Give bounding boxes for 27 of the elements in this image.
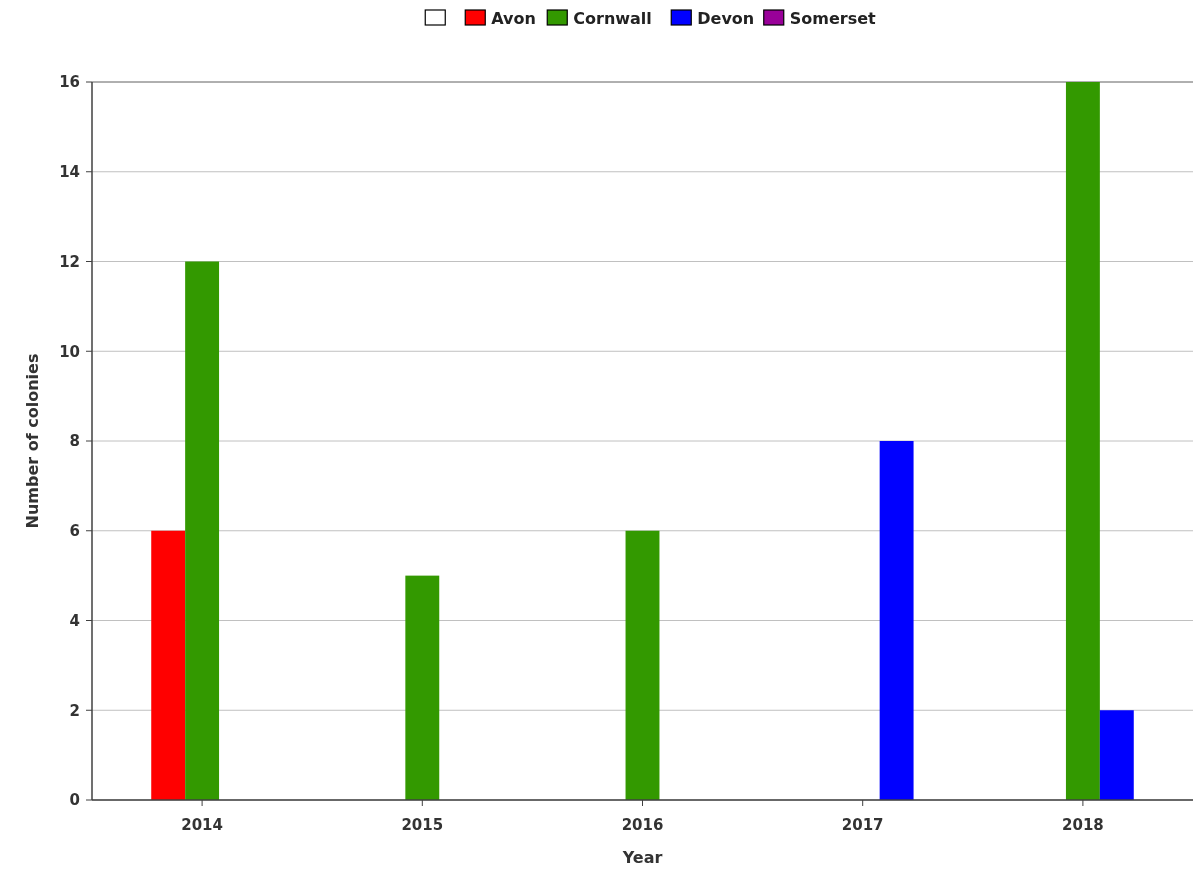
bar: [1099, 710, 1134, 800]
bar: [879, 441, 914, 800]
bar: [1065, 82, 1100, 800]
y-tick-label: 16: [59, 73, 80, 92]
legend-label: Somerset: [789, 8, 877, 28]
y-tick-label: 6: [69, 522, 80, 540]
legend-label: Cornwall: [573, 8, 652, 28]
bar: [405, 575, 440, 800]
y-tick-label: 12: [59, 252, 80, 271]
x-tick-label: 2016: [621, 816, 664, 834]
bar: [625, 530, 660, 800]
legend-label: Devon: [697, 8, 755, 28]
x-tick-label: 2018: [1062, 816, 1104, 834]
legend-label: Avon: [491, 8, 536, 28]
bar: [151, 530, 186, 800]
y-axis-title: Number of colonies: [23, 353, 42, 529]
x-axis-title: Year: [621, 848, 663, 867]
y-tick-label: 10: [59, 342, 80, 361]
x-tick-label: 2014: [181, 816, 223, 834]
x-tick-label: 2017: [841, 816, 884, 834]
y-tick-label: 14: [59, 163, 80, 181]
y-tick-label: 0: [69, 791, 80, 810]
x-tick-label: 2015: [401, 816, 444, 834]
y-tick-label: 2: [69, 701, 80, 720]
y-tick-label: 8: [69, 432, 80, 451]
bar: [185, 261, 220, 800]
y-tick-label: 4: [69, 611, 80, 630]
